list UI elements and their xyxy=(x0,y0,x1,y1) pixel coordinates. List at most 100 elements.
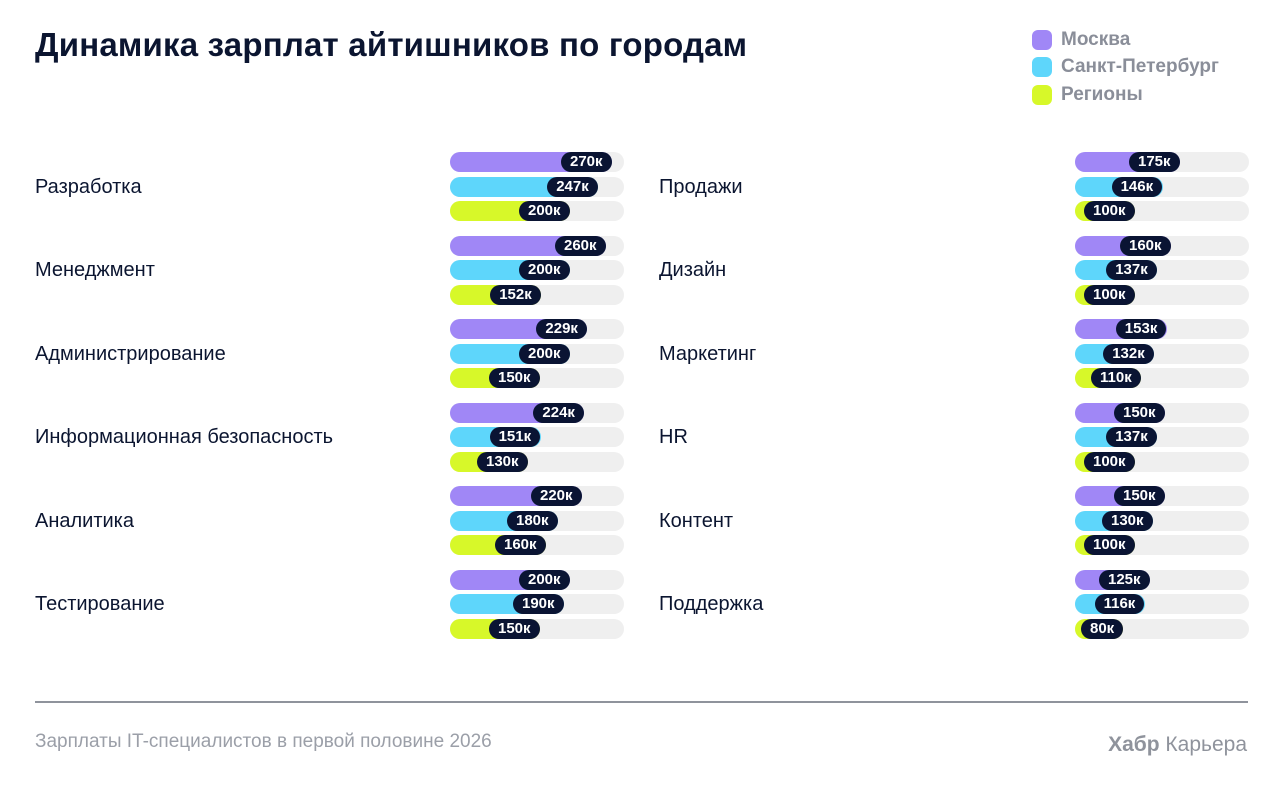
bar-track-moscow: 125к xyxy=(1075,569,1249,590)
bar-track-regions: 110к xyxy=(1075,368,1249,388)
bar-track-spb: 200к xyxy=(450,343,624,364)
data-label: 116к xyxy=(1094,594,1145,614)
bar-track-regions: 150к xyxy=(450,368,624,388)
bar-track-regions: 100к xyxy=(1075,535,1249,555)
data-label: 200к xyxy=(519,260,570,280)
bar-track-regions: 160к xyxy=(450,535,624,555)
bar-track-moscow: 153к xyxy=(1075,319,1249,339)
data-label: 100к xyxy=(1084,284,1135,305)
data-label: 150к xyxy=(1114,402,1165,423)
legend-swatch-regions xyxy=(1032,84,1052,105)
data-label: 80к xyxy=(1081,618,1124,639)
bar-track-spb: 137к xyxy=(1075,427,1249,447)
category-label: Менеджмент xyxy=(35,259,155,281)
data-label: 200к xyxy=(519,201,570,221)
category-label: Администрирование xyxy=(35,342,226,365)
data-label: 132к xyxy=(1103,343,1154,364)
legend-label-regions: Регионы xyxy=(1061,83,1143,105)
legend-swatch-spb xyxy=(1032,57,1052,78)
category-label: Дизайн xyxy=(659,259,727,281)
bar-track-spb: 190к xyxy=(450,594,624,614)
category-label: Информационная безопасность xyxy=(35,426,334,448)
legend-item-spb: Санкт-Петербург xyxy=(1032,54,1219,82)
legend-swatch-moscow xyxy=(1032,29,1052,50)
bar-track-regions: 80к xyxy=(1075,618,1249,639)
footer-brand: Хабр Карьера xyxy=(1108,733,1247,757)
data-label: 247к xyxy=(547,176,598,197)
bar-track-moscow: 260к xyxy=(450,235,624,256)
data-label: 220к xyxy=(531,486,582,506)
data-label: 200к xyxy=(519,569,570,590)
data-label: 180к xyxy=(507,510,558,531)
data-label: 229к xyxy=(536,319,587,339)
category-label: Продажи xyxy=(659,175,743,198)
bar-track-regions: 100к xyxy=(1075,451,1249,472)
category-label: Поддержка xyxy=(659,593,764,615)
bar-track-moscow: 160к xyxy=(1075,235,1249,256)
legend: Москва Санкт-Петербург Регионы xyxy=(1032,26,1219,109)
data-label: 153к xyxy=(1115,319,1167,339)
data-label: 151к xyxy=(489,427,541,447)
bar-track-regions: 130к xyxy=(450,451,624,472)
category-label: Маркетинг xyxy=(659,342,757,365)
bar-track-moscow: 229к xyxy=(450,319,624,339)
bar-track-regions: 100к xyxy=(1075,284,1249,305)
data-label: 160к xyxy=(1120,235,1171,256)
bar-track-spb: 146к xyxy=(1075,176,1249,197)
data-label: 110к xyxy=(1091,368,1141,388)
category-label: Разработка xyxy=(35,175,142,198)
footer-divider xyxy=(35,701,1248,703)
category-label: HR xyxy=(659,426,688,448)
data-label: 152к xyxy=(490,284,541,305)
bar-track-moscow: 200к xyxy=(450,569,624,590)
data-label: 146к xyxy=(1111,176,1163,197)
bar-track-moscow: 224к xyxy=(450,402,624,423)
bar-track-moscow: 270к xyxy=(450,152,624,172)
data-label: 150к xyxy=(489,618,540,639)
data-label: 224к xyxy=(533,402,584,423)
footer-brand-bold: Хабр xyxy=(1108,733,1160,756)
bar-track-spb: 137к xyxy=(1075,260,1249,280)
data-label: 100к xyxy=(1084,201,1135,221)
category-label: Контент xyxy=(659,509,734,532)
legend-label-moscow: Москва xyxy=(1061,28,1131,50)
data-label: 100к xyxy=(1084,451,1135,472)
data-label: 200к xyxy=(519,343,570,364)
data-label: 137к xyxy=(1106,260,1157,280)
bar-track-spb: 130к xyxy=(1075,510,1249,531)
bar-track-spb: 247к xyxy=(450,176,624,197)
data-label: 100к xyxy=(1084,535,1135,555)
data-label: 125к xyxy=(1099,569,1150,590)
bar-track-spb: 116к xyxy=(1075,594,1249,614)
data-label: 160к xyxy=(495,535,546,555)
footer-brand-rest: Карьера xyxy=(1165,733,1247,756)
bar-track-moscow: 150к xyxy=(1075,402,1249,423)
bar-track-regions: 200к xyxy=(450,201,624,221)
legend-item-regions: Регионы xyxy=(1032,81,1219,109)
category-label: Тестирование xyxy=(35,593,165,615)
legend-item-moscow: Москва xyxy=(1032,26,1219,54)
data-label: 150к xyxy=(1114,486,1165,506)
data-label: 150к xyxy=(489,368,540,388)
data-label: 270к xyxy=(561,152,612,172)
bar-track-spb: 200к xyxy=(450,260,624,280)
category-label: Аналитика xyxy=(35,509,134,532)
chart-title: Динамика зарплат айтишников по городам xyxy=(35,26,748,63)
bar-track-regions: 150к xyxy=(450,618,624,639)
data-label: 137к xyxy=(1106,427,1157,447)
bar-track-regions: 100к xyxy=(1075,201,1249,221)
data-label: 130к xyxy=(1102,510,1153,531)
bar-track-regions: 152к xyxy=(450,284,624,305)
bar-track-moscow: 220к xyxy=(450,486,624,506)
bar-track-spb: 151к xyxy=(450,427,624,447)
data-label: 260к xyxy=(555,235,606,256)
data-label: 190к xyxy=(513,594,564,614)
data-label: 175к xyxy=(1129,152,1180,172)
bar-track-moscow: 150к xyxy=(1075,486,1249,506)
legend-label-spb: Санкт-Петербург xyxy=(1061,56,1219,78)
bar-track-spb: 180к xyxy=(450,510,624,531)
footer-caption: Зарплаты IT-специалистов в первой полови… xyxy=(35,731,492,752)
bar-track-spb: 132к xyxy=(1075,343,1249,364)
data-label: 130к xyxy=(477,451,528,472)
